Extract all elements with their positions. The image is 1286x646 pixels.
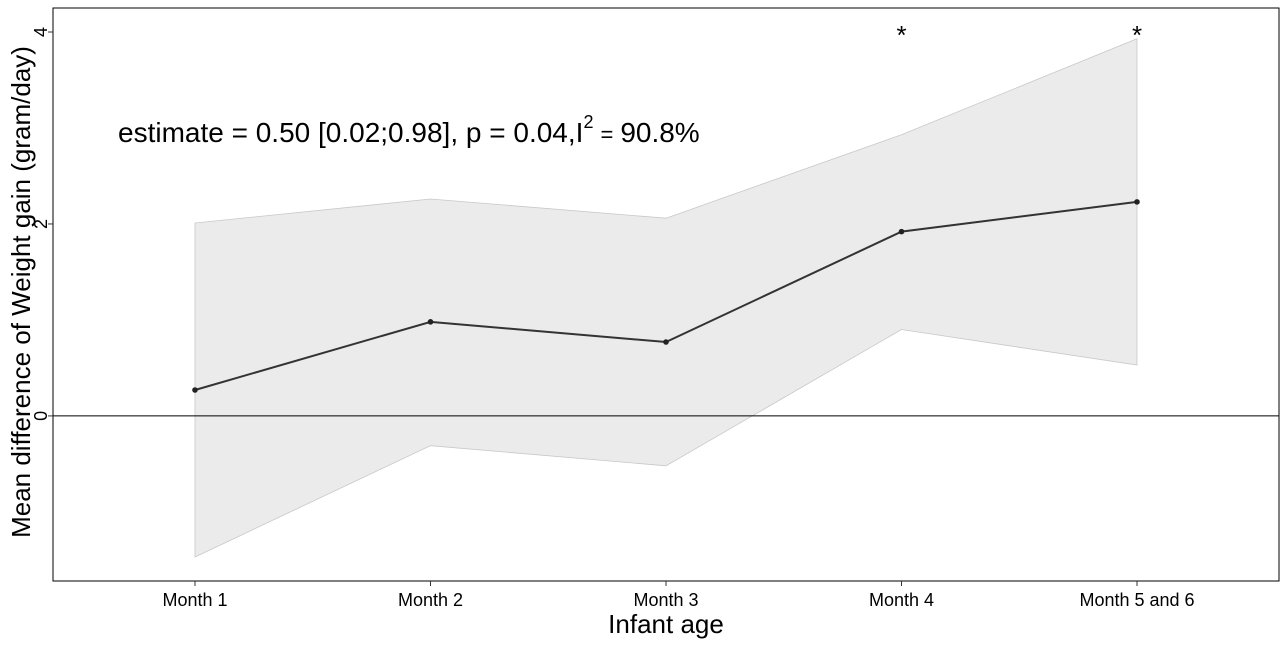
annotation-exponent: 2 (583, 112, 593, 132)
x-tick-label-3: Month 3 (633, 590, 698, 610)
y-tick-label-2: 2 (31, 219, 51, 229)
annotation-text: estimate = 0.50 [0.02;0.98], p = 0.04,I2… (118, 112, 700, 148)
annotation-i-letter: I (576, 117, 584, 148)
data-point-4 (898, 228, 905, 235)
y-axis: 0 2 4 (31, 27, 53, 421)
x-axis-title: Infant age (608, 609, 724, 639)
data-point-2 (427, 319, 434, 325)
y-axis-title: Mean difference of Weight gain (gram/day… (6, 46, 36, 538)
annotation-main: estimate = 0.50 [0.02;0.98], p = 0.04, (118, 117, 576, 148)
y-tick-label-0: 0 (31, 411, 51, 421)
x-tick-label-4: Month 4 (869, 590, 934, 610)
plot-area (192, 38, 1140, 558)
annotation-equals: = (600, 122, 613, 147)
x-tick-label-5: Month 5 and 6 (1079, 590, 1194, 610)
x-tick-label-1: Month 1 (162, 590, 227, 610)
confidence-band-0 (194, 38, 1138, 558)
significance-marker-4: * (896, 20, 906, 50)
data-point-1 (192, 387, 198, 393)
x-tick-label-2: Month 2 (398, 590, 463, 610)
significance-marker-5: * (1132, 20, 1142, 50)
data-point-5 (1134, 199, 1140, 205)
annotation-i2-value: 90.8% (620, 117, 699, 148)
data-point-3 (663, 339, 669, 345)
significance-markers: * * (896, 20, 1142, 50)
y-tick-label-4: 4 (31, 27, 51, 37)
x-axis: Month 1 Month 2 Month 3 Month 4 Month 5 and … (162, 581, 1195, 610)
